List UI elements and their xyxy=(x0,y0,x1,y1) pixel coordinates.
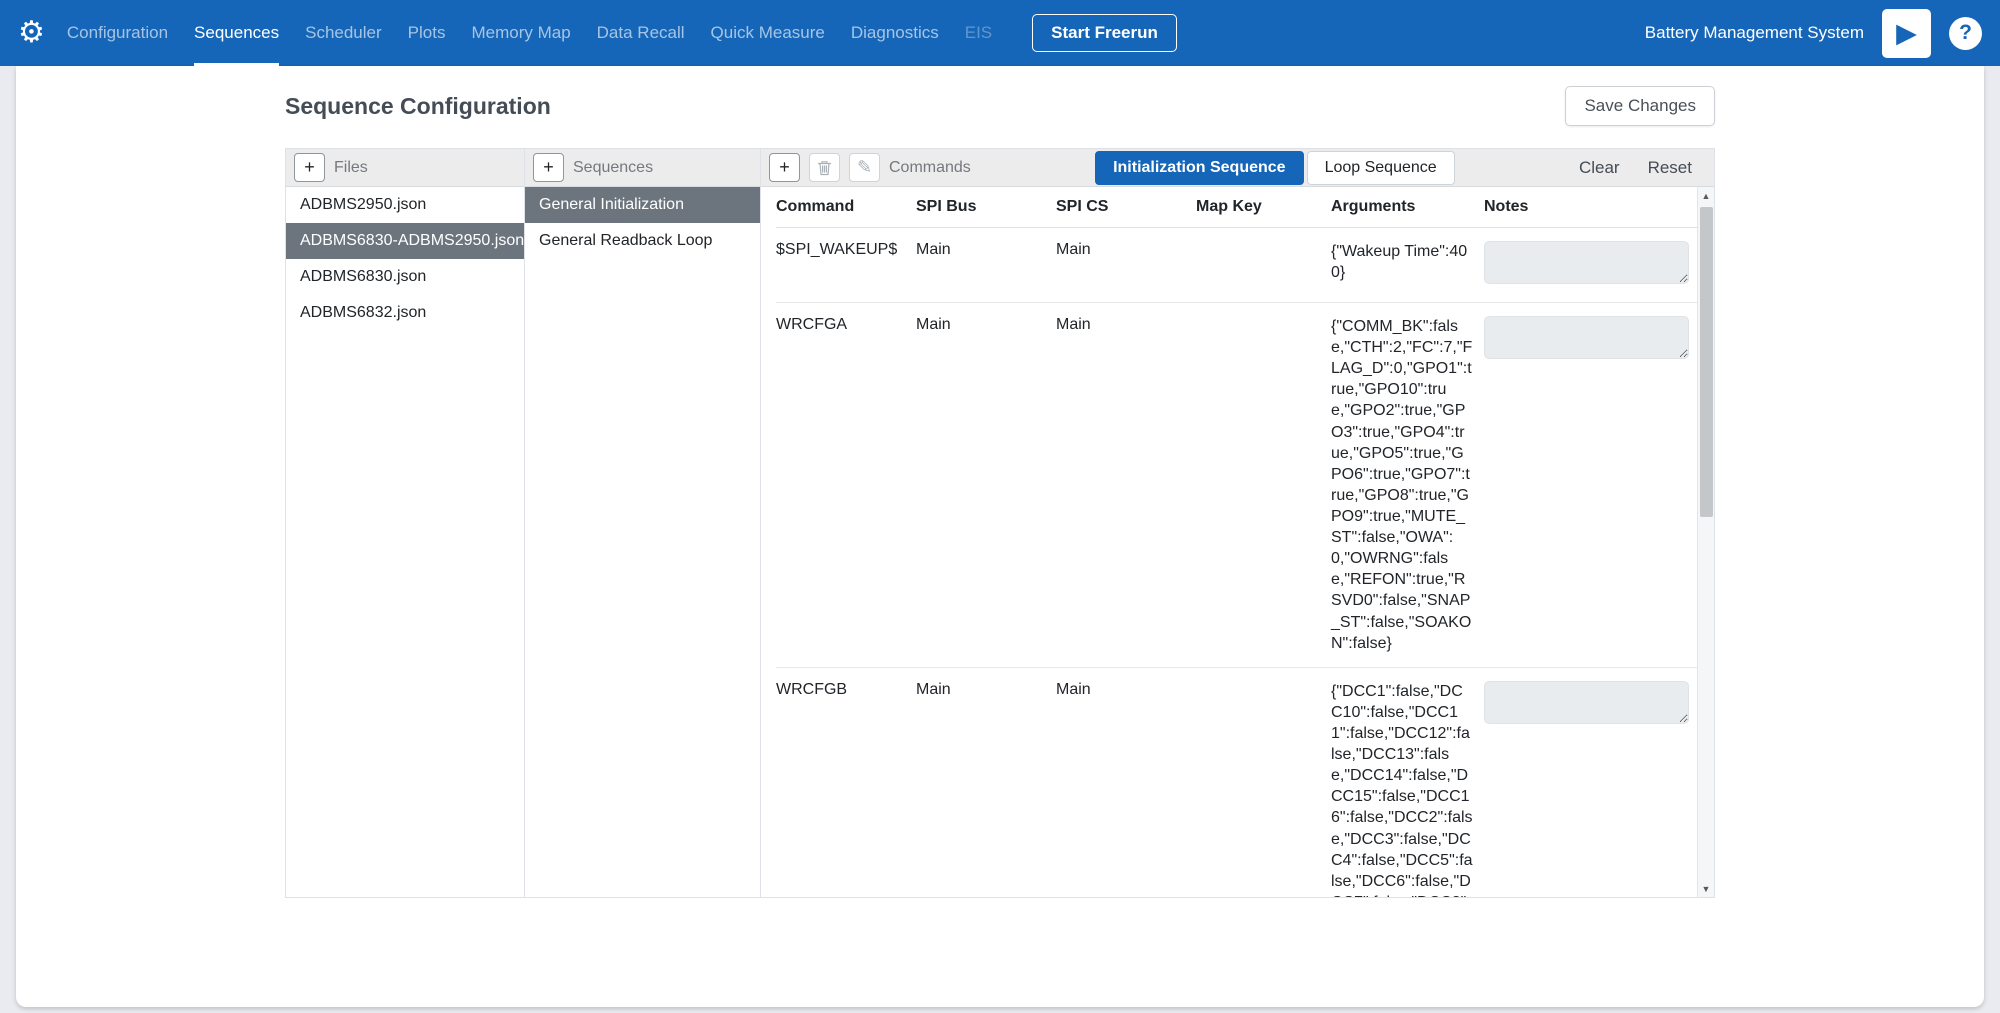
add-file-button[interactable]: + xyxy=(294,153,325,182)
initialization-sequence-tab[interactable]: Initialization Sequence xyxy=(1095,150,1304,185)
page-title: Sequence Configuration xyxy=(285,92,551,119)
cell-spi-cs: Main xyxy=(1056,316,1091,333)
table-scrollbar[interactable]: ▲ ▼ xyxy=(1697,187,1714,897)
commands-header-links: Clear Reset xyxy=(1579,158,1706,178)
file-item-selected[interactable]: ADBMS6830-ADBMS2950.json xyxy=(286,223,524,259)
commands-table: Command SPI Bus SPI CS Map Key Arguments… xyxy=(761,187,1714,897)
nav-menu: Configuration Sequences Scheduler Plots … xyxy=(67,0,1018,66)
page-header: Sequence Configuration Save Changes xyxy=(285,86,1715,126)
main-card: Sequence Configuration Save Changes + Fi… xyxy=(16,66,1984,1007)
save-changes-button[interactable]: Save Changes xyxy=(1565,86,1715,126)
edit-command-button[interactable]: ✎ xyxy=(849,153,880,182)
commands-panel-title: Commands xyxy=(889,158,971,176)
nav-item-plots[interactable]: Plots xyxy=(407,23,446,42)
play-icon[interactable]: ▶ xyxy=(1882,8,1931,58)
top-navbar: ⚙ Configuration Sequences Scheduler Plot… xyxy=(0,0,2000,66)
col-spi-bus: SPI Bus xyxy=(916,198,977,215)
sequences-panel-header: + Sequences xyxy=(525,149,760,187)
col-map-key: Map Key xyxy=(1196,198,1262,215)
nav-item-sequences[interactable]: Sequences xyxy=(194,0,280,66)
cell-command: WRCFGA xyxy=(776,316,848,333)
col-spi-cs: SPI CS xyxy=(1056,198,1109,215)
gear-icon[interactable]: ⚙ xyxy=(18,16,45,49)
cell-spi-cs: Main xyxy=(1056,241,1091,258)
trash-icon xyxy=(817,160,832,175)
help-icon[interactable]: ? xyxy=(1949,16,1982,50)
cell-command: $SPI_WAKEUP$ xyxy=(776,241,898,258)
cell-spi-bus: Main xyxy=(916,680,951,698)
navbar-right: Battery Management System ▶ ? xyxy=(1644,8,1982,58)
app-title: Battery Management System xyxy=(1644,23,1864,42)
start-freerun-button[interactable]: Start Freerun xyxy=(1032,14,1177,52)
commands-panel: + ✎ Commands Initialization Sequence Loo… xyxy=(760,148,1715,898)
loop-sequence-tab[interactable]: Loop Sequence xyxy=(1306,150,1455,185)
add-sequence-button[interactable]: + xyxy=(533,153,564,182)
nav-item-memory-map[interactable]: Memory Map xyxy=(471,23,571,42)
nav-item-scheduler[interactable]: Scheduler xyxy=(305,23,382,42)
cell-arguments: {"Wakeup Time":400} xyxy=(1331,243,1468,282)
table-row[interactable]: WRCFGB Main Main {"DCC1":false,"DCC10":f… xyxy=(776,668,1697,897)
files-panel-title: Files xyxy=(334,158,368,176)
scroll-down-icon[interactable]: ▼ xyxy=(1701,883,1711,894)
cell-spi-cs: Main xyxy=(1056,680,1091,698)
add-command-button[interactable]: + xyxy=(769,153,800,182)
cell-arguments: {"COMM_BK":false,"CTH":2,"FC":7,"FLAG_D"… xyxy=(1331,318,1473,652)
notes-input[interactable] xyxy=(1484,680,1689,724)
clear-link[interactable]: Clear xyxy=(1578,157,1620,177)
sequence-type-toggle: Initialization Sequence Loop Sequence xyxy=(1095,150,1455,185)
scrollbar-thumb[interactable] xyxy=(1700,207,1713,517)
nav-item-quick-measure[interactable]: Quick Measure xyxy=(710,23,825,42)
scroll-up-icon[interactable]: ▲ xyxy=(1701,190,1711,201)
sequences-panel-title: Sequences xyxy=(573,158,654,176)
nav-item-configuration[interactable]: Configuration xyxy=(66,23,169,42)
nav-item-diagnostics[interactable]: Diagnostics xyxy=(850,23,939,42)
cell-spi-bus: Main xyxy=(916,241,951,258)
table-row[interactable]: WRCFGA Main Main {"COMM_BK":false,"CTH":… xyxy=(776,303,1697,668)
pencil-icon: ✎ xyxy=(856,157,873,177)
cell-map-key xyxy=(1196,303,1331,667)
cell-arguments: {"DCC1":false,"DCC10":false,"DCC11":fals… xyxy=(1331,682,1473,897)
nav-item-data-recall[interactable]: Data Recall xyxy=(596,23,685,42)
file-item[interactable]: ADBMS6832.json xyxy=(300,304,427,321)
col-arguments: Arguments xyxy=(1331,198,1416,215)
sequence-item[interactable]: General Readback Loop xyxy=(539,232,713,249)
files-panel-header: + Files xyxy=(286,149,524,187)
sequences-panel: + Sequences General Initialization Gener… xyxy=(524,148,761,898)
table-row[interactable]: $SPI_WAKEUP$ Main Main {"Wakeup Time":40… xyxy=(776,228,1697,303)
cell-map-key xyxy=(1196,228,1331,302)
nav-item-eis[interactable]: EIS xyxy=(964,23,993,42)
col-notes: Notes xyxy=(1484,198,1529,215)
file-item[interactable]: ADBMS6830.json xyxy=(300,268,427,285)
delete-command-button[interactable] xyxy=(809,153,840,182)
files-panel: + Files ADBMS2950.json ADBMS6830-ADBMS29… xyxy=(285,148,525,898)
cell-spi-bus: Main xyxy=(916,316,951,333)
reset-link[interactable]: Reset xyxy=(1647,157,1692,177)
sequence-item-selected[interactable]: General Initialization xyxy=(525,187,760,223)
file-item[interactable]: ADBMS2950.json xyxy=(300,196,427,213)
commands-table-header: Command SPI Bus SPI CS Map Key Arguments… xyxy=(776,187,1697,228)
notes-input[interactable] xyxy=(1484,316,1689,359)
cell-command: WRCFGB xyxy=(776,680,848,698)
commands-panel-header: + ✎ Commands Initialization Sequence Loo… xyxy=(761,149,1714,187)
notes-input[interactable] xyxy=(1484,241,1689,284)
col-command: Command xyxy=(776,198,855,215)
cell-map-key xyxy=(1196,668,1331,897)
